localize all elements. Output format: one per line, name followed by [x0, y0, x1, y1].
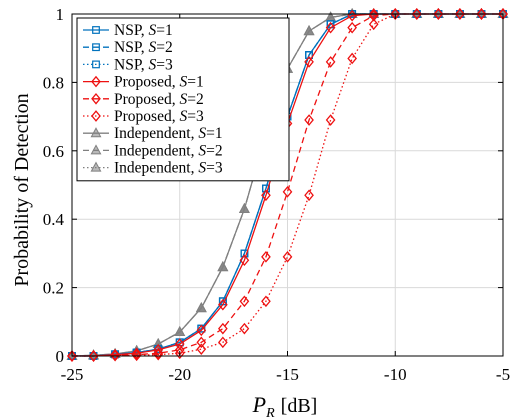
legend-label: NSP, S=1 — [114, 22, 173, 39]
data-point — [196, 343, 207, 355]
data-point — [196, 324, 207, 337]
legend-label: Independent, S=2 — [114, 142, 223, 159]
legend-item: Independent, S=1 — [83, 125, 223, 142]
y-tick-label: 0.8 — [43, 73, 64, 92]
x-axis-label-unit: [dB] — [281, 395, 318, 417]
data-point — [262, 184, 270, 193]
y-tick-label: 0.2 — [43, 279, 64, 298]
data-point — [174, 326, 186, 337]
data-point — [238, 202, 250, 213]
legend-label: NSP, S=3 — [114, 56, 173, 73]
data-point — [305, 51, 313, 59]
data-point — [455, 8, 465, 20]
data-point — [131, 347, 142, 360]
series-line — [72, 13, 503, 357]
y-tick-label: 0.6 — [43, 142, 64, 161]
legend-marker — [90, 127, 102, 138]
data-point — [239, 295, 250, 308]
x-tick-label: -25 — [61, 365, 84, 384]
x-axis-label-symbol: P — [252, 392, 266, 417]
data-point — [303, 25, 315, 36]
data-point — [240, 249, 249, 258]
data-point — [347, 52, 357, 65]
legend-label: Proposed, S=1 — [114, 74, 204, 91]
legend-item: Proposed, S=3 — [83, 108, 204, 125]
data-point — [282, 186, 293, 198]
legend-item: NSP, S=2 — [83, 39, 173, 56]
legend-label: Independent, S=1 — [114, 125, 223, 142]
legend-marker — [92, 26, 100, 34]
series-line — [72, 13, 503, 357]
data-point — [217, 261, 229, 272]
y-tick-label: 0.4 — [43, 210, 65, 229]
axis-ticks: -25 -20 -15 -10 -5 0 0.2 0.4 0.6 0.8 1 — [43, 5, 510, 384]
data-point — [261, 295, 271, 308]
data-point — [325, 114, 336, 126]
data-point — [433, 8, 444, 20]
data-point — [261, 189, 271, 202]
legend-marker — [90, 161, 102, 172]
x-axis-label-subscript: R — [265, 406, 275, 419]
data-point — [304, 114, 314, 126]
data-point — [347, 21, 357, 34]
legend-label: Proposed, S=3 — [114, 108, 204, 125]
data-point — [261, 251, 271, 263]
data-point — [153, 344, 164, 356]
data-point — [218, 336, 228, 349]
legend-item: Proposed, S=2 — [83, 91, 204, 108]
data-point — [476, 8, 487, 20]
legend-marker — [91, 110, 101, 122]
data-point — [218, 298, 228, 311]
legend-item: Independent, S=2 — [83, 142, 223, 159]
x-axis-label: PR [dB] — [252, 392, 318, 419]
data-point — [282, 251, 293, 263]
data-point — [67, 350, 77, 362]
data-point — [239, 322, 250, 335]
data-point — [195, 302, 207, 313]
legend-marker — [91, 92, 101, 105]
data-point — [325, 21, 336, 34]
data-point — [239, 254, 250, 267]
legend-label: Proposed, S=2 — [114, 91, 204, 108]
legend-marker — [92, 43, 100, 52]
x-tick-label: -5 — [496, 365, 510, 384]
data-point — [304, 56, 314, 68]
x-tick-label: -20 — [168, 365, 191, 384]
legend-item: NSP, S=1 — [83, 22, 173, 39]
legend-marker — [90, 144, 102, 155]
x-tick-label: -15 — [276, 365, 299, 384]
data-point — [196, 336, 207, 349]
legend-item: NSP, S=3 — [83, 56, 173, 73]
data-point — [218, 322, 228, 335]
data-point — [174, 338, 185, 350]
legend-marker — [92, 60, 100, 69]
legend-marker — [91, 75, 101, 88]
data-point — [368, 18, 379, 31]
data-point — [368, 8, 379, 20]
y-tick-label: 1 — [56, 5, 65, 24]
data-point — [88, 350, 99, 362]
legend-item: Independent, S=3 — [83, 160, 223, 177]
data-point — [304, 189, 314, 202]
data-point — [411, 8, 422, 20]
data-point — [325, 56, 336, 68]
x-tick-label: -10 — [384, 365, 407, 384]
y-tick-label: 0 — [56, 347, 65, 366]
legend-box — [76, 17, 290, 182]
y-axis-label: Probability of Detection — [11, 93, 33, 286]
data-point — [110, 348, 120, 361]
legend-label: Independent, S=3 — [114, 160, 223, 177]
legend-item: Proposed, S=1 — [83, 74, 204, 91]
legend-label: NSP, S=2 — [114, 39, 173, 56]
